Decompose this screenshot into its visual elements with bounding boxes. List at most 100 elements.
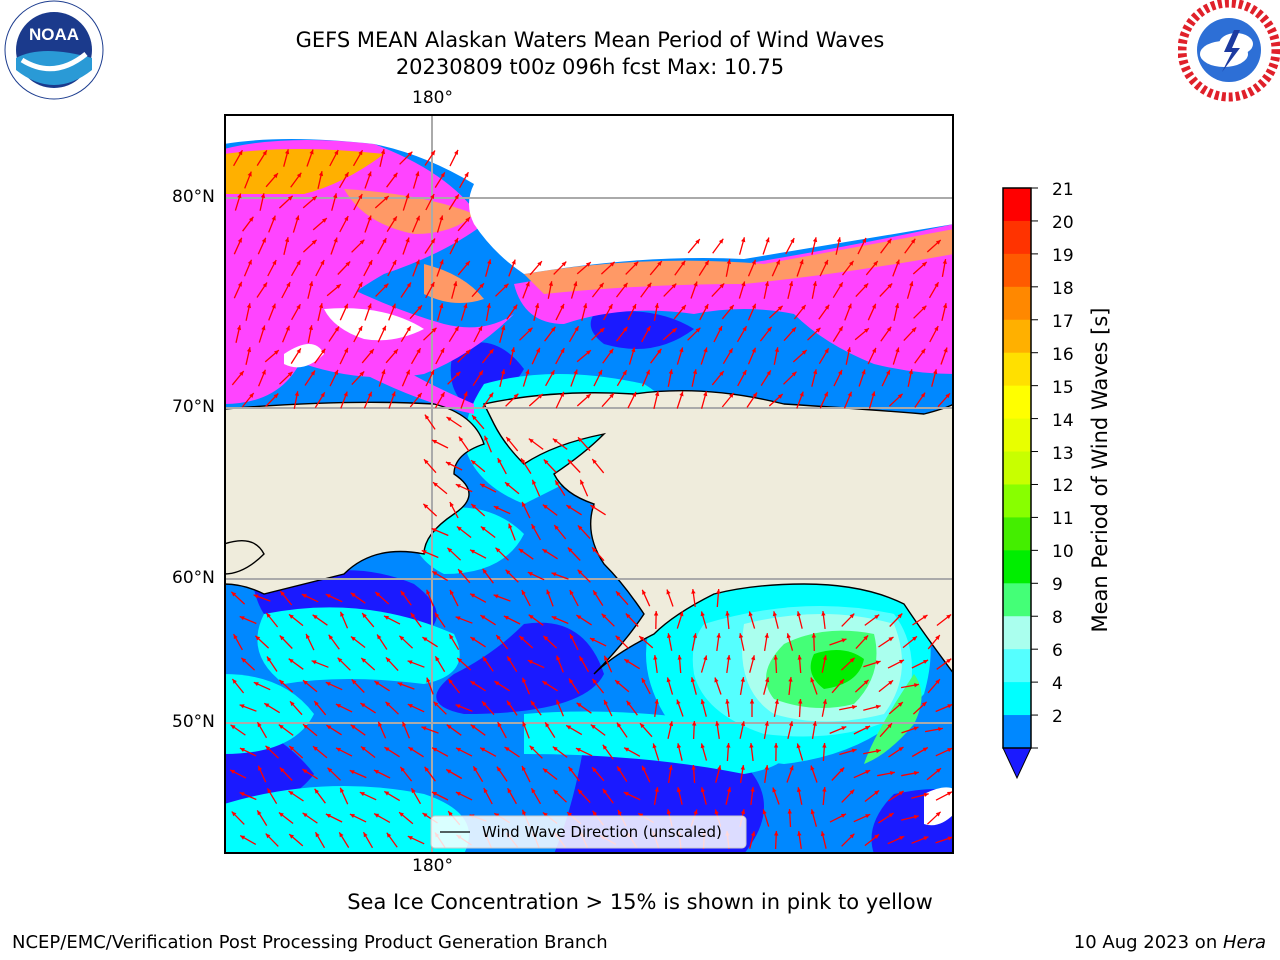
direction-arrow-head [750, 787, 755, 792]
direction-arrow-head [430, 282, 435, 288]
direction-arrow-head [421, 550, 427, 555]
direction-arrow-head [340, 787, 345, 793]
direction-arrow-head [278, 812, 284, 817]
direction-arrow-head [253, 594, 259, 599]
direction-arrow-head [742, 326, 747, 332]
direction-arrow-head [294, 391, 299, 396]
direction-arrow-head [445, 462, 451, 466]
legend-label: Wind Wave Direction (unscaled) [482, 823, 722, 841]
direction-arrow-head [923, 792, 929, 797]
direction-arrow-head [336, 747, 341, 752]
colorbar-extend-triangle [1002, 747, 1032, 780]
direction-arrow-head [849, 789, 855, 795]
direction-arrow-head [586, 350, 591, 355]
direction-arrow-head [285, 149, 290, 155]
direction-arrow-head [798, 699, 803, 704]
direction-arrow-head [646, 282, 652, 288]
direction-arrow-head [728, 348, 733, 354]
colorbar-tick-label: 17 [1052, 311, 1074, 332]
direction-arrow-head [359, 792, 365, 797]
direction-arrow-head [645, 369, 650, 375]
direction-arrow-head [898, 747, 904, 752]
colorbar-segment [1003, 188, 1031, 222]
direction-arrow-head [742, 370, 747, 376]
direction-arrow-head [849, 613, 855, 619]
direction-arrow-head [422, 637, 428, 642]
direction-arrow-head [598, 369, 602, 375]
colorbar-tick-label: 12 [1052, 476, 1074, 497]
direction-arrow-head [289, 746, 295, 751]
direction-arrow-head [542, 812, 548, 817]
direction-arrow-head [525, 281, 530, 287]
direction-arrow-head [639, 636, 644, 641]
direction-arrow-head [585, 394, 591, 399]
direction-arrow-head [888, 813, 894, 818]
direction-arrow-head [890, 771, 895, 776]
direction-arrow-head [604, 655, 609, 661]
direction-arrow-head [528, 614, 534, 620]
direction-arrow-head [700, 743, 705, 749]
direction-arrow-head [729, 305, 734, 310]
direction-arrow-head [788, 677, 793, 682]
colorbar-tick-label: 9 [1052, 575, 1063, 596]
direction-arrow-head [456, 526, 462, 531]
direction-arrow-head [787, 809, 792, 814]
direction-arrow-head [912, 636, 917, 641]
direction-arrow-head [358, 282, 363, 288]
direction-arrow-head [914, 683, 919, 688]
direction-arrow-head [296, 172, 302, 178]
direction-arrow-head [339, 832, 344, 838]
direction-arrow-head [718, 238, 724, 244]
direction-arrow-head [741, 237, 746, 243]
direction-arrow-head [895, 259, 900, 265]
direction-arrow-head [592, 810, 597, 816]
direction-arrow-head [381, 325, 386, 331]
direction-arrow-head [362, 613, 367, 618]
direction-arrow-head [399, 812, 404, 817]
direction-arrow-head [641, 678, 646, 683]
direction-arrow-head [865, 770, 871, 775]
direction-arrow-head [552, 438, 558, 443]
direction-arrow-head [751, 831, 756, 837]
direction-arrow-head [668, 369, 673, 374]
direction-arrow-head [405, 237, 410, 243]
direction-arrow-head [505, 482, 510, 487]
direction-arrow-head [434, 612, 440, 618]
direction-arrow-head [454, 237, 458, 243]
direction-arrow-head [583, 303, 588, 309]
direction-arrow-head [873, 261, 878, 266]
direction-arrow-head [576, 615, 582, 620]
direction-arrow-head [692, 369, 698, 375]
direction-arrow-head [550, 326, 556, 332]
direction-arrow-head [599, 282, 604, 288]
direction-arrow-head [908, 369, 913, 374]
direction-arrow-head [561, 261, 567, 267]
direction-arrow-head [302, 769, 308, 774]
direction-arrow-head [318, 171, 324, 177]
direction-arrow-head [593, 590, 598, 596]
direction-arrow-head [704, 304, 709, 310]
direction-arrow-head [288, 658, 294, 664]
direction-arrow-head [279, 635, 285, 641]
direction-arrow-head [407, 836, 413, 841]
direction-arrow-head [336, 284, 341, 289]
colorbar-tick-label: 19 [1052, 245, 1074, 266]
direction-arrow-head [740, 677, 745, 682]
direction-arrow-head [592, 767, 597, 773]
direction-arrow-head [385, 701, 391, 707]
direction-arrow-head [654, 391, 660, 397]
direction-arrow-head [676, 699, 681, 705]
period-9-11-regions [766, 630, 922, 764]
direction-arrow-head [273, 173, 278, 179]
direction-arrow-head [898, 791, 904, 796]
direction-arrow-head [315, 832, 320, 838]
direction-arrow-head [334, 150, 339, 155]
direction-arrow-head [482, 568, 487, 574]
direction-arrow-head [464, 172, 469, 178]
direction-arrow-head [471, 460, 476, 465]
direction-arrow-head [266, 613, 271, 618]
direction-arrow-head [608, 348, 614, 354]
direction-arrow-head [553, 789, 559, 795]
direction-arrow-head [602, 788, 608, 794]
direction-arrow-head [230, 769, 235, 774]
